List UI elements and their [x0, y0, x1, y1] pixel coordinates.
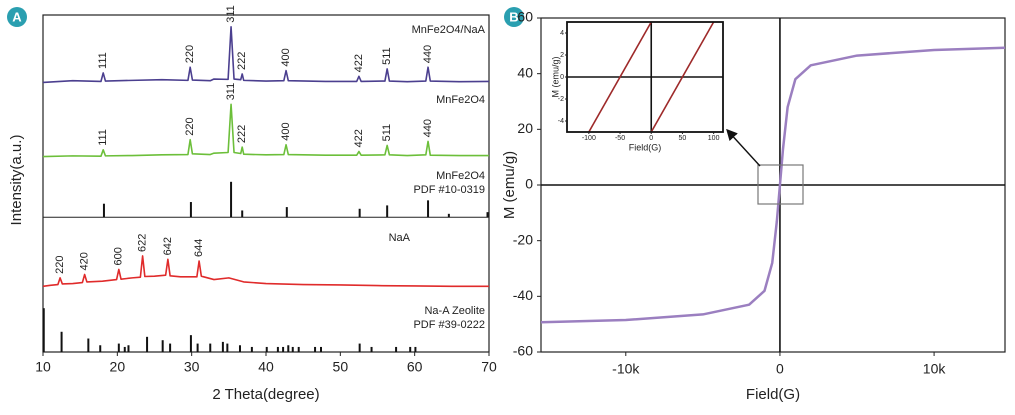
- y-tick-label: 20: [517, 120, 533, 136]
- x-tick-label: 20: [110, 359, 126, 375]
- inset-x-title: Field(G): [629, 142, 662, 152]
- peak-label: 311: [225, 5, 237, 23]
- y-tick-label: 0: [560, 74, 564, 81]
- x-tick-label: 70: [481, 359, 497, 375]
- peak-label: 511: [381, 47, 393, 65]
- x-axis-title: 2 Theta(degree): [212, 386, 319, 403]
- x-tick-label: 50: [333, 359, 349, 375]
- data-line: [588, 22, 652, 132]
- x-tick-label: 0: [776, 361, 784, 377]
- x-tick-label: -10k: [612, 361, 640, 377]
- y-axis-title: Intensity(a.u.): [8, 135, 25, 226]
- peak-label: 311: [225, 83, 237, 101]
- peak-label: 440: [422, 119, 434, 137]
- x-tick-label: 100: [708, 135, 720, 142]
- peak-label: 622: [137, 234, 149, 252]
- panel-label: A: [12, 9, 22, 24]
- x-tick-label: 30: [184, 359, 200, 375]
- peak-label: 111: [97, 52, 109, 69]
- panel-badge: [504, 7, 524, 27]
- peak-label: 644: [193, 239, 205, 257]
- zoom-arrow: [726, 128, 761, 167]
- peak-label: 642: [162, 237, 174, 255]
- inset-lines: [567, 22, 723, 132]
- y-tick-label: -4: [558, 118, 564, 125]
- peak-label: 440: [422, 45, 434, 63]
- reference-label: PDF #39-0222: [413, 319, 485, 331]
- y-tick-label: -20: [513, 231, 533, 247]
- x-axis-title: Field(G): [746, 386, 800, 403]
- y-tick-label: 2: [560, 52, 564, 59]
- x-tick-label: -100: [582, 135, 596, 142]
- peak-label: 222: [236, 52, 248, 70]
- x-tick-label: 60: [407, 359, 423, 375]
- reference-label: PDF #10-0319: [413, 184, 485, 196]
- series-label: MnFe2O4: [436, 94, 485, 106]
- y-tick-label: 4: [560, 30, 564, 37]
- data-line: [540, 46, 1006, 324]
- peak-label: 220: [184, 117, 196, 135]
- peak-label: 420: [79, 252, 91, 270]
- data-line: [42, 103, 489, 158]
- peak-label: 111: [97, 129, 109, 146]
- y-tick-label: -40: [513, 287, 533, 303]
- y-tick-label: -60: [513, 343, 533, 359]
- y-axis-title: M (emu/g): [501, 151, 518, 219]
- data-line: [42, 255, 489, 288]
- zoom-box: [757, 164, 804, 205]
- panel-badge: [7, 7, 27, 27]
- x-tick-label: 0: [649, 135, 653, 142]
- data-line: [650, 22, 715, 132]
- y-tick-label: 40: [517, 64, 533, 80]
- peak-label: 511: [381, 124, 393, 142]
- x-tick-label: 40: [258, 359, 274, 375]
- x-tick-label: 10: [35, 359, 51, 375]
- peak-label: 400: [280, 48, 292, 66]
- peak-label: 600: [113, 247, 125, 265]
- reference-label: Na-A Zeolite: [424, 305, 485, 317]
- x-tick-label: 50: [679, 135, 687, 142]
- peak-label: 422: [353, 54, 365, 72]
- y-tick-label: -2: [558, 96, 564, 103]
- series-label: MnFe2O4/NaA: [412, 24, 486, 36]
- series-label: NaA: [389, 232, 411, 244]
- data-line: [42, 26, 490, 84]
- panel-label: B: [509, 9, 518, 24]
- x-tick-label: 10k: [923, 361, 947, 377]
- peak-label: 422: [353, 129, 365, 147]
- peak-label: 400: [280, 122, 292, 140]
- peak-label: 220: [54, 256, 66, 274]
- reference-label: MnFe2O4: [436, 170, 485, 182]
- y-tick-label: 60: [517, 9, 533, 25]
- x-tick-label: -50: [615, 135, 625, 142]
- inset-y-title: M (emu/g): [550, 56, 560, 97]
- peak-label: 222: [236, 125, 248, 143]
- y-tick-label: 0: [525, 176, 533, 192]
- peak-label: 220: [184, 45, 196, 63]
